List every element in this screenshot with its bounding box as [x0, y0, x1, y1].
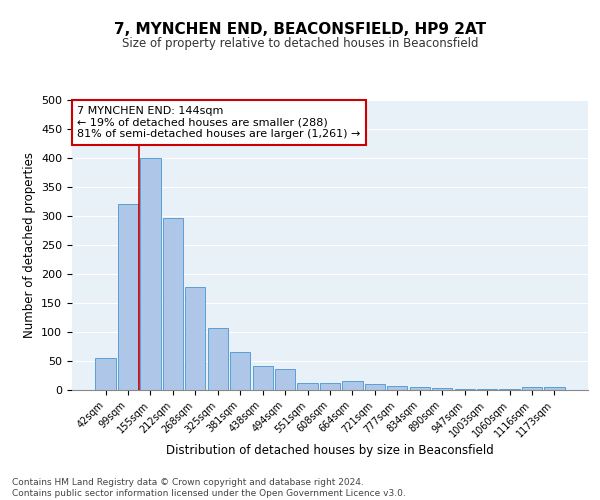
Bar: [275, 368, 295, 390]
Bar: [118, 204, 138, 390]
Bar: [140, 158, 161, 390]
Bar: [230, 352, 250, 390]
Bar: [208, 328, 228, 390]
Text: 7, MYNCHEN END, BEACONSFIELD, HP9 2AT: 7, MYNCHEN END, BEACONSFIELD, HP9 2AT: [114, 22, 486, 38]
Text: Contains HM Land Registry data © Crown copyright and database right 2024.
Contai: Contains HM Land Registry data © Crown c…: [12, 478, 406, 498]
Bar: [298, 383, 317, 390]
Bar: [455, 389, 475, 390]
Bar: [432, 388, 452, 390]
Bar: [365, 384, 385, 390]
Bar: [253, 366, 273, 390]
Bar: [163, 218, 183, 390]
X-axis label: Distribution of detached houses by size in Beaconsfield: Distribution of detached houses by size …: [166, 444, 494, 458]
Y-axis label: Number of detached properties: Number of detached properties: [23, 152, 35, 338]
Bar: [95, 358, 116, 390]
Bar: [544, 386, 565, 390]
Bar: [387, 386, 407, 390]
Bar: [185, 287, 205, 390]
Bar: [522, 387, 542, 390]
Bar: [320, 383, 340, 390]
Bar: [343, 382, 362, 390]
Text: Size of property relative to detached houses in Beaconsfield: Size of property relative to detached ho…: [122, 38, 478, 51]
Bar: [410, 387, 430, 390]
Text: 7 MYNCHEN END: 144sqm
← 19% of detached houses are smaller (288)
81% of semi-det: 7 MYNCHEN END: 144sqm ← 19% of detached …: [77, 106, 361, 139]
